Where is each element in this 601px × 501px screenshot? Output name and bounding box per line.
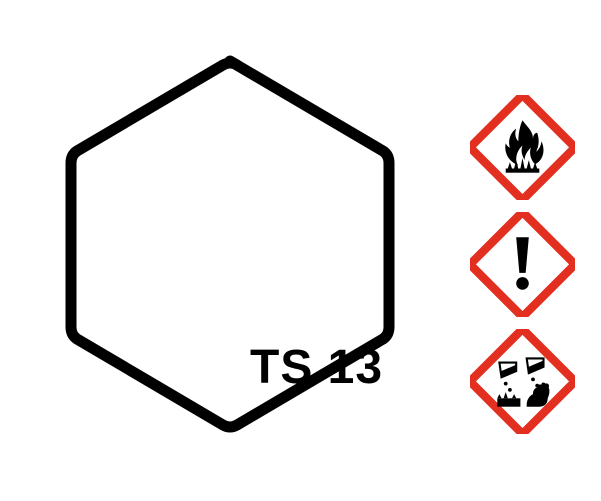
hazard-irritant — [470, 212, 575, 317]
product-pictogram-canvas: TS 13 — [0, 0, 601, 501]
hazard-corrosive — [470, 329, 575, 434]
paint-code-label: TS 13 — [250, 340, 383, 395]
hazard-diamond-border — [470, 329, 575, 434]
paint-swatch-hexagon: TS 13 — [65, 55, 395, 435]
hazard-flammable — [470, 95, 575, 200]
